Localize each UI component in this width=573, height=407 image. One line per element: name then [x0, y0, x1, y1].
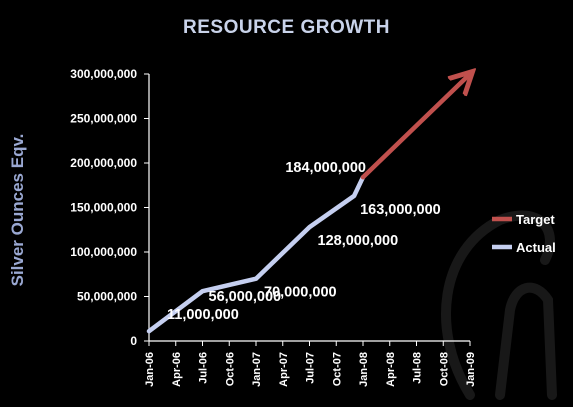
x-tick-label: Jul-08	[412, 352, 424, 384]
x-tick-label: Apr-08	[385, 352, 397, 387]
y-tick-label: 50,000,000	[77, 290, 137, 304]
legend-label-target: Target	[516, 212, 555, 227]
chart-title: RESOURCE GROWTH	[183, 17, 390, 38]
x-tick-label: Jan-08	[358, 352, 370, 387]
series-line-target	[360, 74, 470, 180]
x-tick-label: Apr-07	[278, 352, 290, 387]
x-tick-label: Jan-07	[251, 352, 263, 387]
data-label: 11,000,000	[167, 307, 239, 323]
x-tick-label: Jul-07	[305, 352, 317, 384]
x-tick-label: Oct-08	[438, 352, 450, 386]
y-tick-label: 250,000,000	[70, 112, 137, 126]
legend-label-actual: Actual	[516, 240, 556, 255]
data-label: 70,000,000	[264, 285, 337, 301]
y-tick-label: 0	[130, 334, 137, 348]
data-label: 184,000,000	[285, 160, 366, 176]
data-label: 56,000,000	[209, 289, 282, 305]
x-tick-label: Jan-09	[465, 352, 477, 387]
data-label: 128,000,000	[318, 233, 399, 249]
data-label: 163,000,000	[360, 202, 441, 218]
x-tick-label: Jan-06	[144, 352, 156, 387]
series-line-actual	[146, 174, 366, 334]
y-tick-label: 300,000,000	[70, 67, 137, 81]
x-tick-label: Oct-07	[331, 352, 343, 386]
y-tick-label: 150,000,000	[70, 201, 137, 215]
x-tick-label: Oct-06	[224, 352, 236, 386]
y-tick-label: 100,000,000	[70, 245, 137, 259]
y-tick-label: 200,000,000	[70, 156, 137, 170]
x-tick-label: Jul-06	[198, 352, 210, 384]
x-tick-label: Apr-06	[171, 352, 183, 387]
